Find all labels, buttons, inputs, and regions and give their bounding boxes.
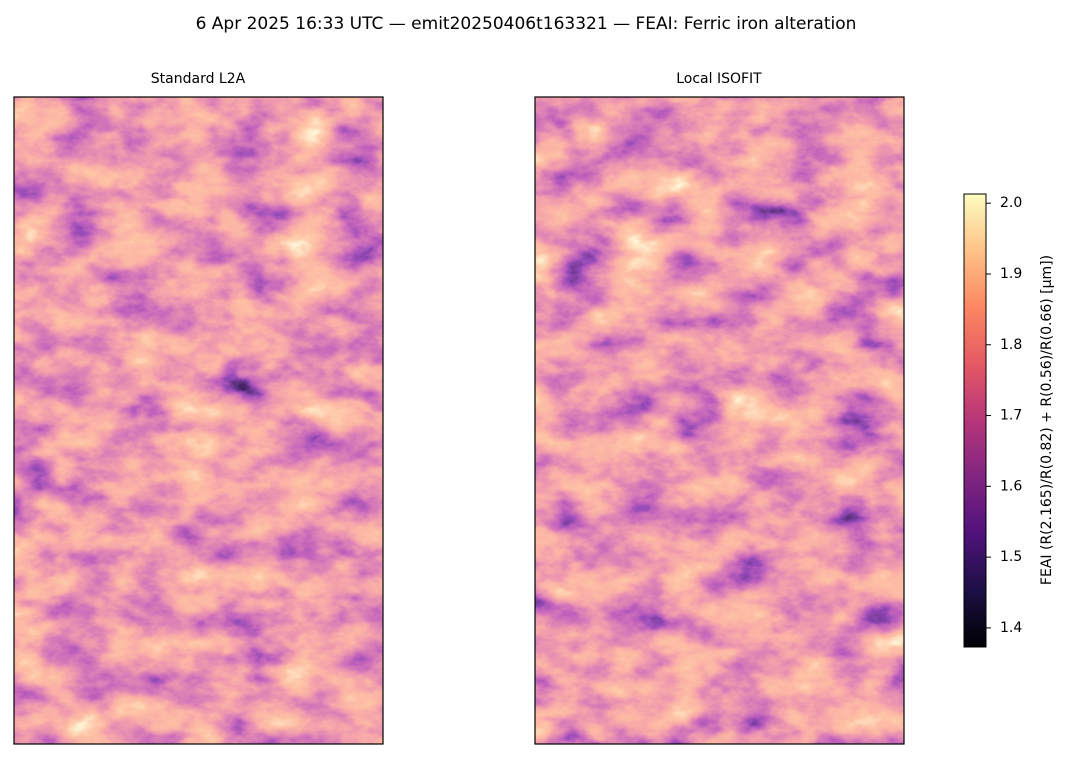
tick-label: 2.0 <box>1000 195 1022 211</box>
tick-label: 1.9 <box>1000 266 1022 282</box>
frame <box>13 96 384 745</box>
image <box>535 97 904 744</box>
tick-label: 1.7 <box>1000 408 1022 424</box>
tick-label: 1.8 <box>1000 337 1022 353</box>
tick-label: 1.4 <box>1000 620 1022 636</box>
panel: Standard L2A <box>13 71 384 745</box>
image <box>14 97 383 744</box>
tick-label: 1.6 <box>1000 478 1022 494</box>
colorbar <box>964 194 986 647</box>
frame <box>534 96 905 745</box>
panel: Local ISOFIT <box>534 71 905 745</box>
panel-title: Standard L2A <box>151 71 246 87</box>
panel-title: Local ISOFIT <box>676 71 762 87</box>
tick-label: 1.5 <box>1000 549 1022 565</box>
colorbar-label: FEAI (R(2.165)/R(0.82) + R(0.56)/R(0.66)… <box>1039 255 1055 585</box>
colorbar-frame <box>963 193 987 648</box>
figure-title: 6 Apr 2025 16:33 UTC — emit20250406t1633… <box>196 14 857 34</box>
